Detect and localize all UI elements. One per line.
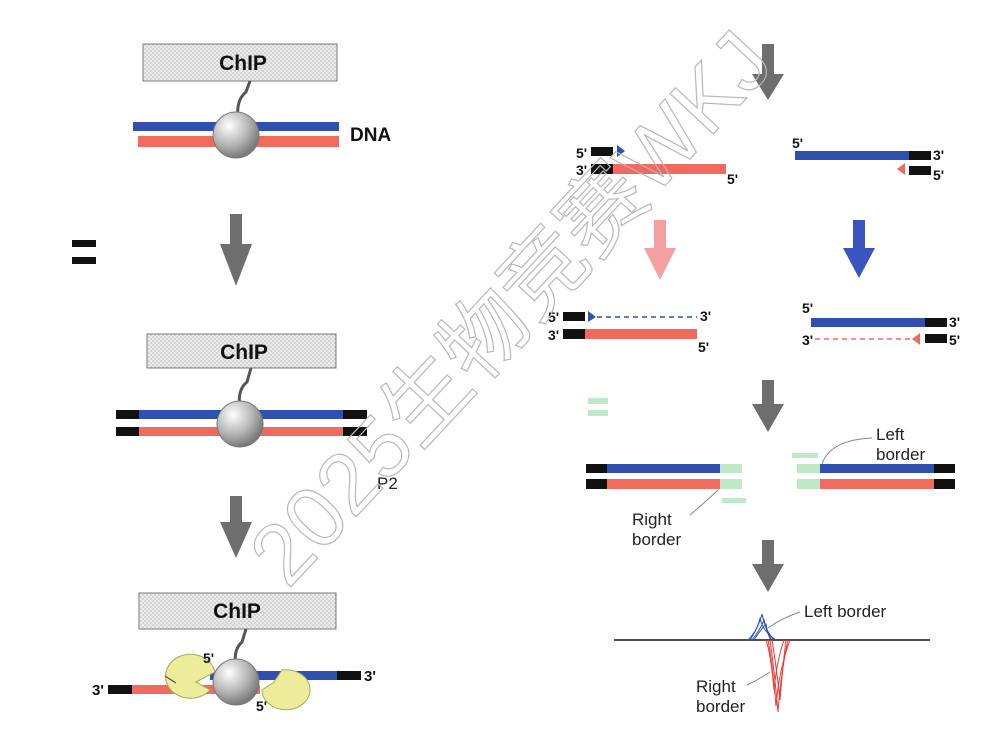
chip-box [138,592,337,630]
exonuclease-right-icon [261,669,311,711]
arrow-down-pink-icon [644,220,676,280]
label-5prime: 5' [792,135,803,151]
protein-sphere [212,658,260,706]
blue-strand [820,464,934,473]
red-strand [607,479,720,489]
adapter-pair-icon [72,240,96,264]
adapter-right [909,151,931,160]
label-3prime: 3' [933,147,944,163]
exonuclease-left-icon [164,653,216,699]
adapter-right-top [343,410,367,419]
arrow-down-icon [220,214,252,286]
adapter [586,464,607,473]
right-border-pointer [689,489,719,516]
label-3prime: 3' [548,327,559,343]
primer-adapter [563,312,585,321]
right-border-peak-label: Right [696,677,736,696]
left-border-label: border [876,445,925,464]
panel-chip-dna: ChIP DNA [133,43,391,159]
label-3prime: 3' [802,332,813,348]
right-border-label: border [632,530,681,549]
label-3prime: 3' [700,308,711,324]
green-read [722,498,746,503]
right-border-label: Right [632,510,672,529]
protein-sphere [212,111,260,159]
blue-strand [795,151,909,160]
adapter-left-bottom [108,685,132,694]
right-border-pointer [746,671,771,686]
panel-exonuclease: ChIP 5' 3' 3' 5' [92,592,376,714]
green-read [797,464,820,473]
red-strand [820,479,934,489]
label-5prime: 5' [727,171,738,187]
right-border-peak-label: border [696,697,745,716]
arrow-down-icon [752,380,784,432]
chip-label: ChIP [219,52,267,75]
red-strand [585,329,697,339]
green-read [720,464,742,473]
primer-adapter [909,166,931,175]
green-read [792,453,818,458]
read-density-plot: Left border Right border [614,602,930,716]
extension-row: 5' 3' 3' 5' 5' 3' 3' 5' [548,300,960,355]
arrow-down-icon [220,496,252,558]
dna-label: DNA [350,125,391,146]
label-5prime: 5' [933,167,944,183]
right-border-peak [765,639,791,713]
label-5prime: 5' [576,145,587,161]
left-border-peak [747,613,777,641]
chip-box [142,43,338,82]
blue-strand [607,464,720,473]
left-border-pointer [767,611,801,629]
adapter-left [563,329,585,339]
label-3prime-left: 3' [92,682,104,699]
label-3prime-right: 3' [364,668,376,685]
arrow-down-icon [752,540,784,592]
dna-strand-top [210,671,337,680]
sequencing-row: Right border Left border [586,425,955,549]
green-read [797,479,820,489]
blue-strand [811,318,925,327]
adapter-right-bottom [343,427,367,436]
adapter-right [925,318,947,327]
label-3prime: 3' [576,162,587,178]
chip-label: ChIP [220,341,268,364]
primer-arrow-icon [897,163,905,175]
label-5prime: 5' [949,332,960,348]
adapter [934,479,955,489]
label-3prime: 3' [949,314,960,330]
chip-box [146,333,337,369]
primer-adapter [925,334,947,343]
arrow-down-blue-icon [843,220,875,278]
panel-adapter-ligation: ChIP P2 [116,333,398,493]
red-strand [613,164,726,174]
left-border-label: Left [876,425,905,444]
adapter-left-top [116,410,139,419]
left-border-peak-label: Left border [804,602,887,621]
primer-legend-icon [588,398,608,416]
label-5prime: 5' [802,300,813,316]
protein-sphere [216,400,264,448]
label-5prime-bottom: 5' [256,698,267,714]
primer-adapter [591,147,613,156]
p2-label: P2 [377,474,398,493]
label-5prime: 5' [698,339,709,355]
primer-arrow-icon [588,311,596,322]
label-5prime: 5' [548,309,559,325]
adapter [586,479,607,489]
single-strands-row: 5' 3' 5' 5' 3' 5' [576,135,944,187]
primer-arrow-icon [912,333,920,345]
label-5prime-top: 5' [203,650,214,666]
green-read [720,479,742,489]
adapter-right-top [337,671,361,680]
left-border-pointer [821,437,873,465]
chip-label: ChIP [213,600,261,623]
arrow-down-icon [752,44,784,100]
primer-arrow-icon [617,145,625,157]
adapter-left-bottom [116,427,139,436]
adapter [934,464,955,473]
adapter-left [591,164,613,174]
